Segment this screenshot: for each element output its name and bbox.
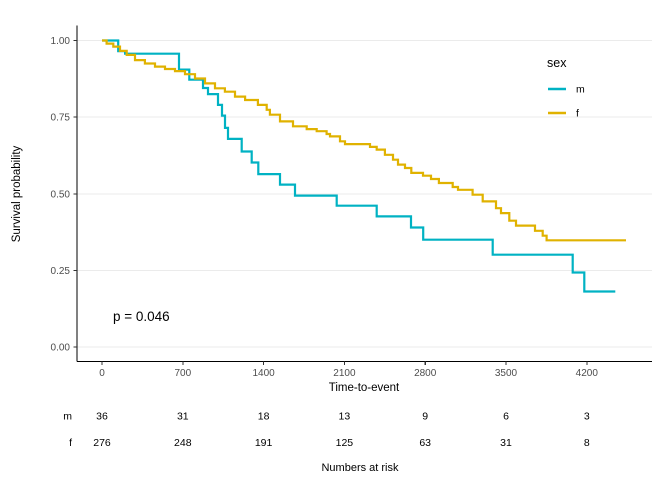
- risk-count-f: 63: [419, 437, 431, 449]
- risk-count-f: 248: [174, 437, 192, 449]
- risk-count-m: 18: [258, 411, 270, 423]
- y-axis-title: Survival probability: [11, 145, 23, 242]
- risk-row-label-f: f: [69, 437, 72, 449]
- y-tick-label: 0.25: [51, 266, 71, 277]
- risk-count-m: 13: [339, 411, 351, 423]
- risk-count-f: 191: [255, 437, 273, 449]
- x-tick-label: 1400: [252, 368, 275, 379]
- y-tick-label: 0.75: [51, 113, 71, 124]
- risk-count-m: 36: [96, 411, 108, 423]
- risk-count-f: 31: [500, 437, 512, 449]
- x-tick-label: 3500: [495, 368, 518, 379]
- x-tick-label: 2800: [414, 368, 437, 379]
- risk-table: Numbers at risk m 36 31 18 13 9 6 3f 276 248 191 12…: [63, 411, 590, 475]
- risk-count-m: 31: [177, 411, 189, 423]
- x-tick-label: 0: [99, 368, 105, 379]
- risk-count-f: 125: [336, 437, 354, 449]
- p-value-annotation: p = 0.046: [113, 309, 170, 324]
- p-value-text: p = 0.046: [113, 309, 170, 324]
- risk-count-f: 8: [584, 437, 590, 449]
- y-tick-label: 1.00: [51, 36, 71, 47]
- axes: [73, 25, 652, 365]
- gridlines: [77, 39, 652, 348]
- x-tick-label: 2100: [333, 368, 356, 379]
- tick-labels: 0 700 1400 2100 2800 3500 4200 0.00 0.25 0.50 0.75…: [51, 36, 599, 379]
- x-tick-label: 4200: [576, 368, 599, 379]
- x-axis-title: Time-to-event: [329, 382, 400, 394]
- axis-titles: Time-to-event Survival probability: [11, 145, 400, 394]
- series-f-curve: [102, 39, 626, 242]
- risk-count-f: 276: [93, 437, 111, 449]
- survival-curves: [102, 39, 626, 293]
- y-tick-label: 0.50: [51, 189, 71, 200]
- risk-count-m: 6: [503, 411, 509, 423]
- risk-count-m: 3: [584, 411, 590, 423]
- legend-title: sex: [547, 56, 567, 70]
- legend-label-f: f: [576, 108, 579, 120]
- risk-table-caption: Numbers at risk: [321, 462, 399, 474]
- legend-label-m: m: [576, 84, 585, 96]
- risk-row-label-m: m: [63, 411, 72, 423]
- y-tick-label: 0.00: [51, 343, 71, 354]
- risk-count-m: 9: [422, 411, 428, 423]
- series-m-curve: [102, 39, 616, 293]
- legend: sex m f: [547, 56, 585, 120]
- x-tick-label: 700: [174, 368, 191, 379]
